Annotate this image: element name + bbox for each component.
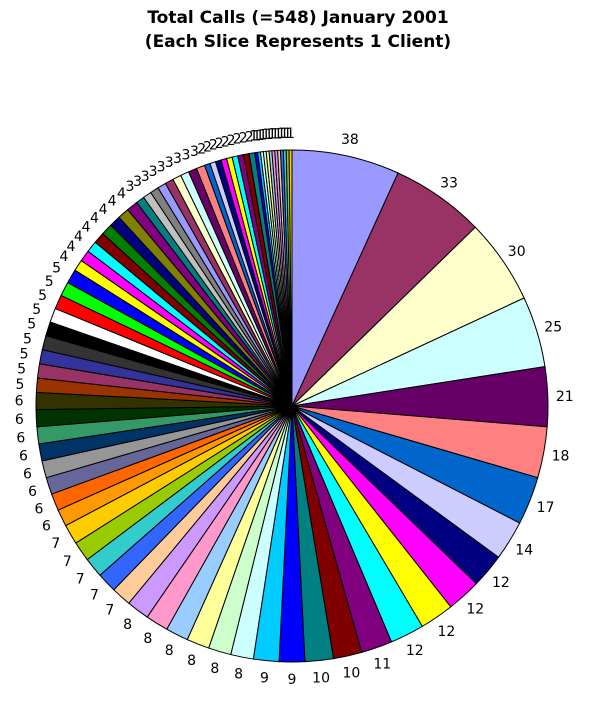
slice-label-68: 2	[227, 133, 236, 149]
pie-labels: 3833302521181714121212121110109988888877…	[15, 126, 574, 688]
slice-label-29: 6	[42, 518, 51, 534]
slice-label-27: 7	[63, 554, 72, 570]
slice-label-54: 3	[126, 179, 135, 195]
slice-label-8: 14	[515, 543, 533, 559]
slice-label-41: 5	[27, 317, 36, 333]
slice-label-82: 1	[280, 126, 289, 142]
slice-label-14: 10	[342, 666, 360, 682]
slice-label-56: 3	[141, 169, 150, 185]
slice-label-78: 1	[268, 127, 277, 143]
slice-label-3: 30	[508, 244, 526, 260]
slice-label-55: 3	[133, 174, 142, 190]
slice-label-59: 3	[165, 155, 174, 171]
slice-label-63: 2	[197, 141, 206, 157]
slice-label-70: 2	[239, 130, 248, 146]
slice-label-39: 5	[20, 346, 29, 362]
slice-label-21: 8	[165, 643, 174, 659]
slice-label-6: 18	[552, 449, 570, 465]
slice-label-20: 8	[187, 653, 196, 669]
slice-label-25: 7	[90, 587, 99, 603]
slice-label-2: 33	[440, 176, 458, 192]
slice-label-32: 6	[23, 467, 32, 483]
slice-label-84: 1	[286, 126, 295, 142]
slice-label-46: 4	[59, 249, 68, 265]
slice-label-1: 38	[341, 132, 359, 148]
slice-label-61: 3	[181, 147, 190, 163]
slice-label-38: 5	[17, 362, 26, 378]
slice-label-76: 1	[262, 127, 271, 143]
slice-label-4: 25	[544, 320, 562, 336]
slice-label-44: 5	[45, 274, 54, 290]
slice-label-18: 8	[234, 667, 243, 683]
chart-title: Total Calls (=548) January 2001	[147, 8, 449, 28]
slice-label-34: 6	[16, 430, 25, 446]
slice-label-66: 2	[215, 136, 224, 152]
pie-slice-1	[291, 149, 399, 407]
slice-label-48: 4	[74, 229, 83, 245]
pie-slice-84	[288, 149, 293, 407]
slice-label-71: 2	[245, 129, 254, 145]
slice-label-12: 12	[406, 643, 424, 659]
chart-title-block: Total Calls (=548) January 2001 (Each Sl…	[0, 6, 596, 54]
slice-label-60: 3	[173, 151, 182, 167]
slice-label-43: 5	[38, 288, 47, 304]
slice-label-45: 5	[52, 261, 61, 277]
slice-label-51: 4	[99, 202, 108, 218]
slice-label-15: 10	[312, 670, 330, 686]
slice-label-58: 3	[157, 159, 166, 175]
slice-label-47: 4	[66, 239, 75, 255]
slice-label-77: 1	[265, 127, 274, 143]
slice-label-11: 12	[437, 624, 455, 640]
slice-label-83: 1	[283, 126, 292, 142]
slice-label-26: 7	[76, 571, 85, 587]
slice-label-62: 3	[190, 144, 199, 160]
slice-label-30: 6	[35, 502, 44, 518]
slice-label-23: 8	[123, 617, 132, 633]
slice-label-40: 5	[23, 331, 32, 347]
slice-label-79: 1	[271, 127, 280, 143]
slice-label-31: 6	[28, 484, 37, 500]
slice-label-35: 6	[15, 412, 24, 428]
slice-label-65: 2	[209, 138, 218, 154]
slice-label-37: 5	[15, 377, 24, 393]
slice-label-49: 4	[82, 220, 91, 236]
slice-label-73: 1	[252, 128, 261, 144]
pie-slices	[35, 149, 549, 663]
slice-label-7: 17	[537, 500, 555, 516]
slice-label-67: 2	[221, 134, 230, 150]
slice-label-24: 7	[105, 602, 114, 618]
slice-label-22: 8	[143, 631, 152, 647]
slice-label-80: 1	[274, 126, 283, 142]
slice-label-64: 2	[203, 139, 212, 155]
slice-label-42: 5	[32, 302, 41, 318]
slice-label-69: 2	[233, 132, 242, 148]
slice-label-52: 4	[108, 194, 117, 210]
slice-label-53: 4	[117, 186, 126, 202]
slice-label-33: 6	[19, 449, 28, 465]
chart-subtitle: (Each Slice Represents 1 Client)	[144, 32, 452, 52]
slice-label-36: 6	[15, 394, 24, 410]
slice-label-72: 1	[249, 129, 258, 145]
slice-label-17: 9	[260, 671, 269, 687]
slice-label-5: 21	[556, 389, 574, 405]
slice-label-81: 1	[277, 126, 286, 142]
slice-label-75: 1	[258, 128, 267, 144]
slice-label-19: 8	[210, 661, 219, 677]
slice-label-9: 12	[492, 575, 510, 591]
slice-label-10: 12	[466, 601, 484, 617]
slice-label-13: 11	[373, 657, 391, 673]
slice-label-74: 1	[255, 128, 264, 144]
slice-label-16: 9	[288, 672, 297, 688]
slice-label-50: 4	[90, 211, 99, 227]
slice-label-28: 7	[51, 536, 60, 552]
slice-label-57: 3	[149, 164, 158, 180]
